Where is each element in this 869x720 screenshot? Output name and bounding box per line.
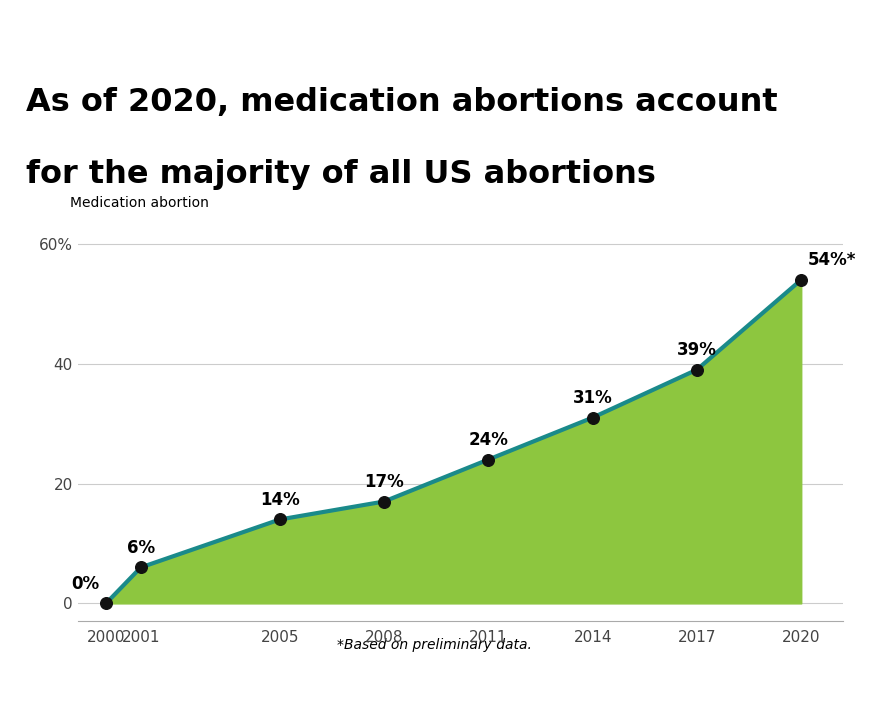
Text: 24%: 24% — [468, 431, 508, 449]
Point — [134, 562, 148, 573]
Point — [377, 496, 391, 508]
Text: 6%: 6% — [127, 539, 155, 557]
Text: 14%: 14% — [260, 491, 300, 509]
Point — [99, 598, 113, 609]
Text: As of 2020, medication abortions account: As of 2020, medication abortions account — [26, 87, 778, 119]
Text: Medication abortion: Medication abortion — [70, 197, 209, 210]
Text: 39%: 39% — [677, 341, 717, 359]
Text: 31%: 31% — [573, 389, 613, 407]
Point — [481, 454, 495, 465]
Text: 0%: 0% — [71, 575, 99, 593]
Text: GUTTMACHER: GUTTMACHER — [250, 14, 434, 38]
Point — [794, 274, 808, 286]
Text: for the majority of all US abortions: for the majority of all US abortions — [26, 159, 656, 191]
Point — [586, 412, 600, 423]
Point — [273, 514, 287, 526]
Text: INSTITUTE: INSTITUTE — [434, 14, 565, 38]
Text: 17%: 17% — [364, 473, 404, 491]
Text: 54%*: 54%* — [808, 251, 857, 269]
Point — [690, 364, 704, 375]
Text: ©2022 Guttmacher Institute: ©2022 Guttmacher Institute — [325, 687, 544, 701]
Text: *Based on preliminary data.: *Based on preliminary data. — [337, 638, 532, 652]
